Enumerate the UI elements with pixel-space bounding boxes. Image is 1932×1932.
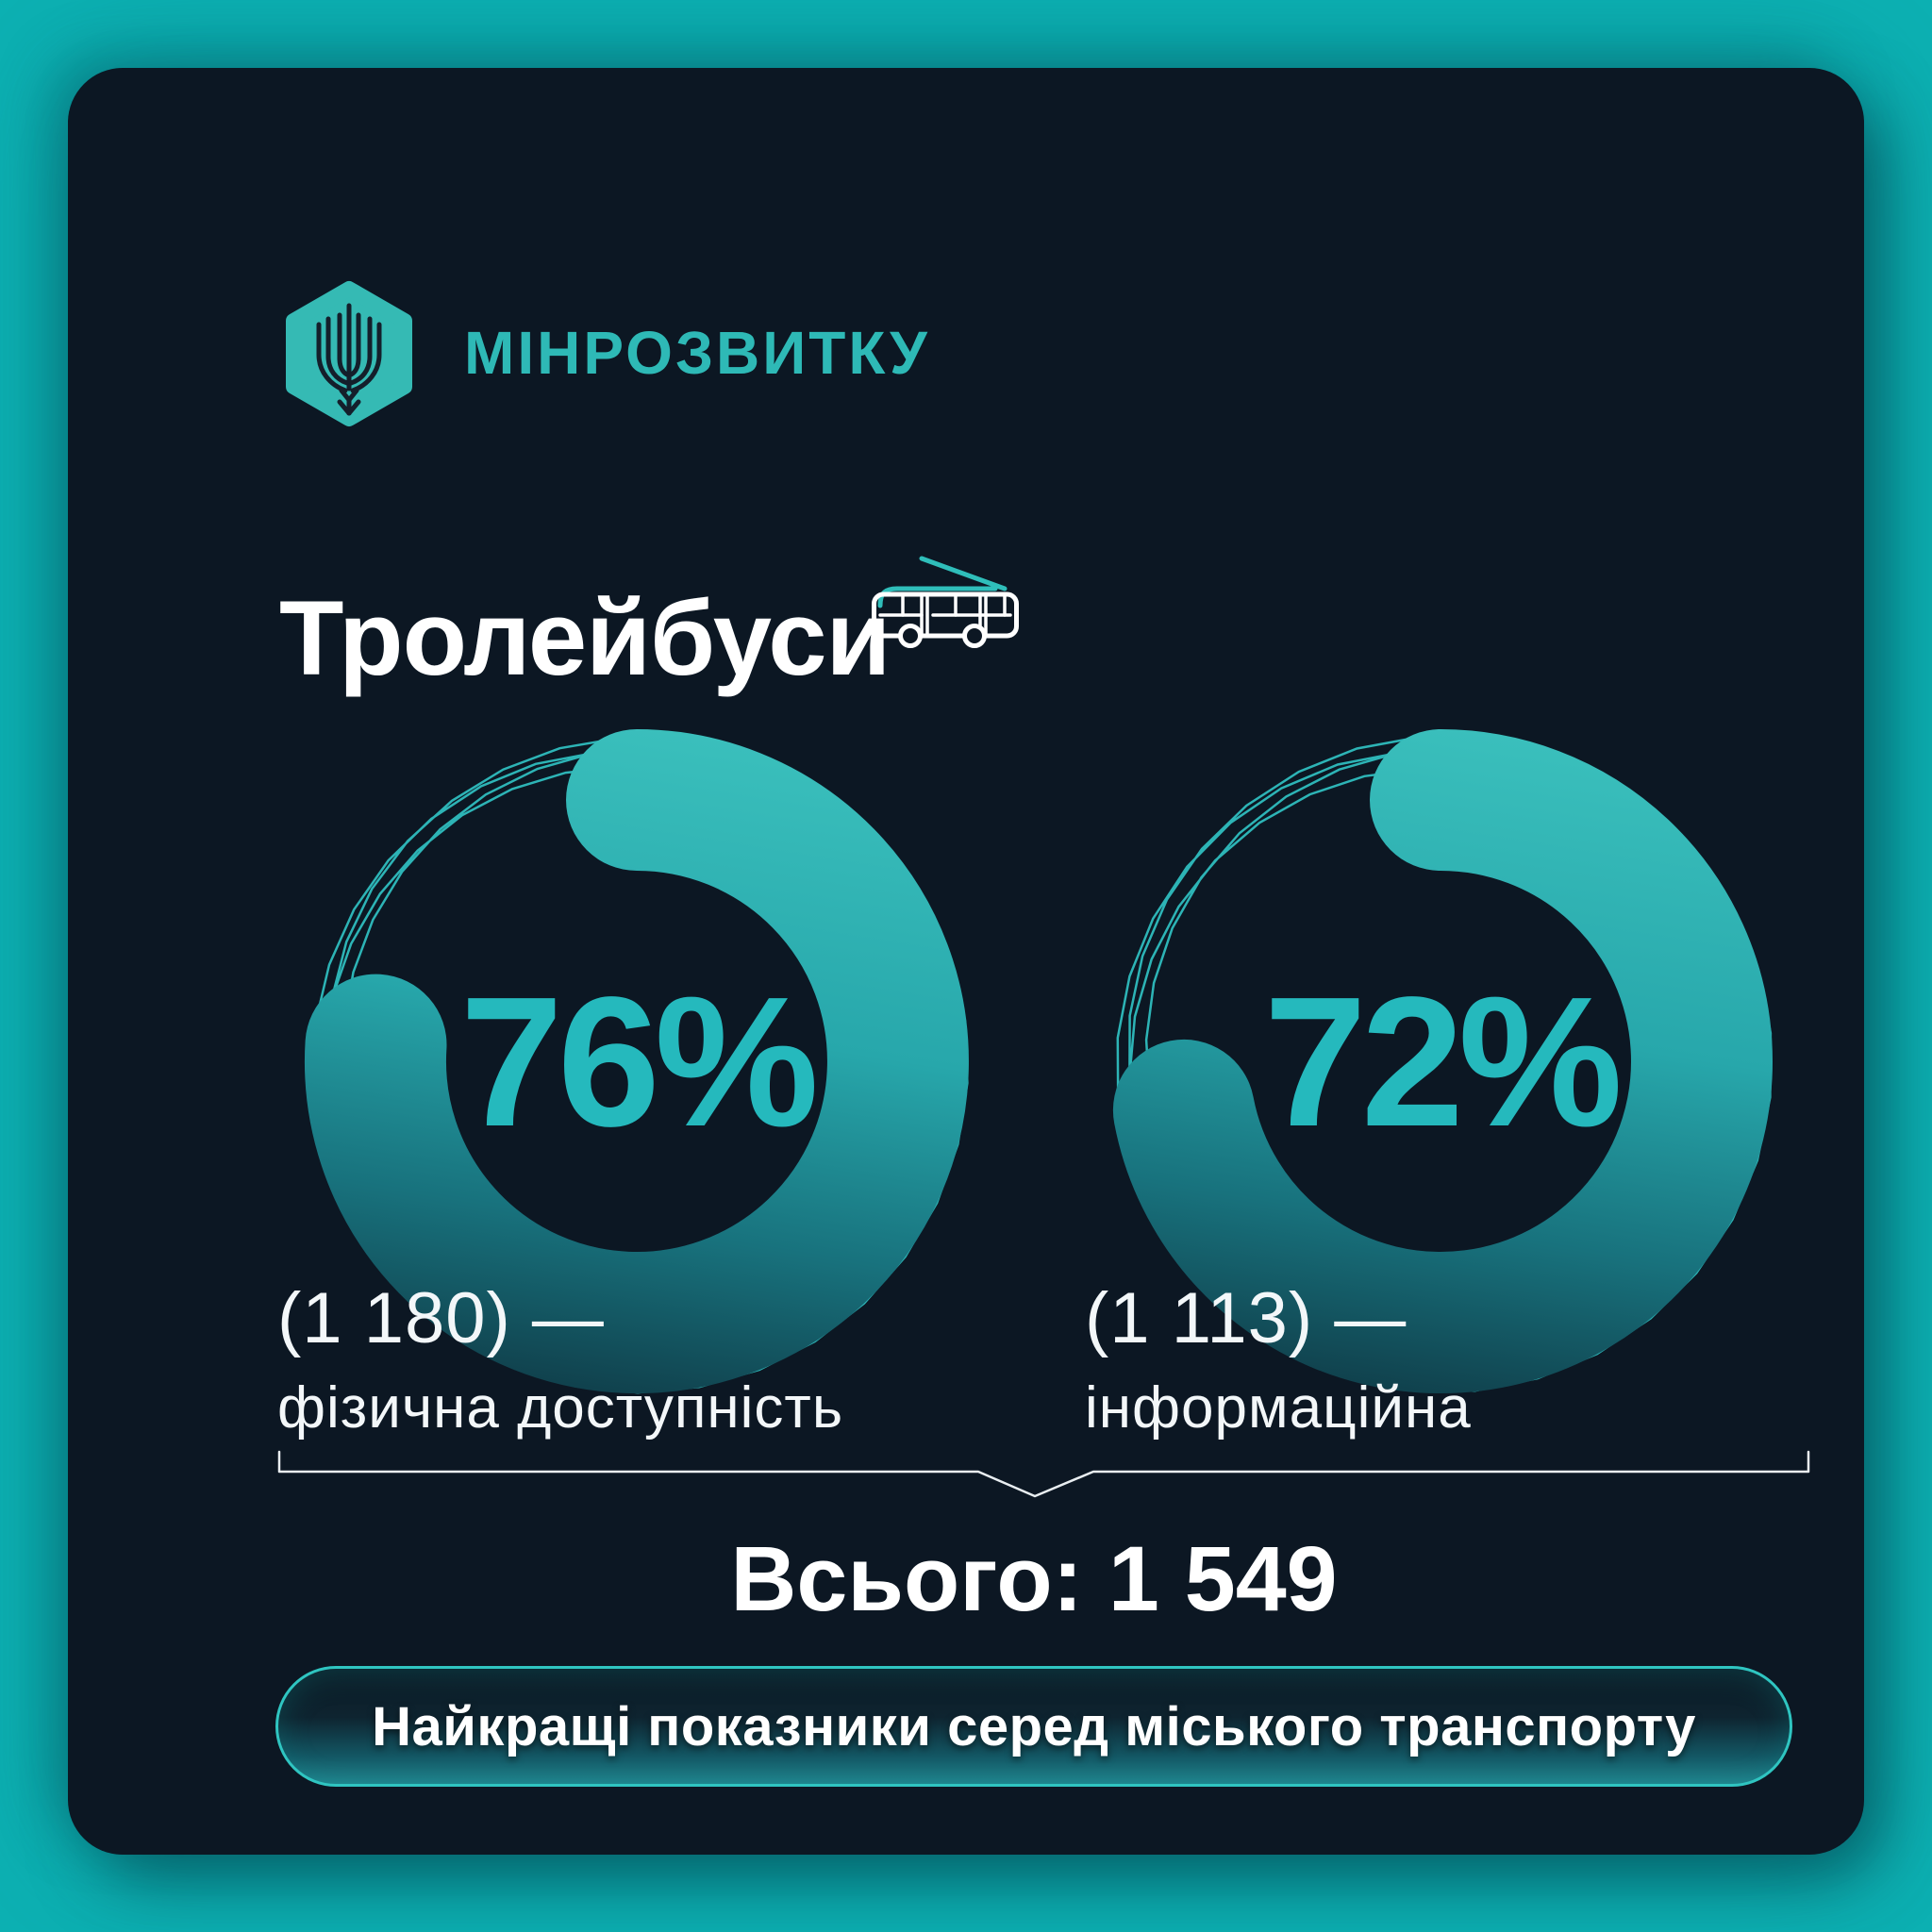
metric-category: інформаційна [1085, 1375, 1472, 1441]
brand-name: МІНРОЗВИТКУ [464, 319, 930, 387]
metric-physical-accessibility: (1 180) — фізична доступність [277, 1277, 843, 1441]
ukraine-trident-hexagon-icon [286, 281, 412, 426]
total-label: Всього: 1 549 [730, 1527, 1338, 1630]
trolleybus-icon [872, 556, 1019, 648]
highlight-badge: Найкращі показники серед міського трансп… [275, 1666, 1792, 1787]
metric-informational-accessibility: (1 113) — інформаційна [1085, 1277, 1472, 1441]
content-card: МІНРОЗВИТКУ Тролейбуси [68, 68, 1864, 1855]
metric-count: (1 113) — [1085, 1278, 1407, 1358]
donut-value-arc [1112, 729, 1773, 1393]
donut-value-arc [304, 729, 969, 1393]
metric-count: (1 180) — [277, 1278, 605, 1358]
metric-category: фізична доступність [277, 1375, 844, 1441]
page-title: Тролейбуси [279, 579, 891, 697]
donut-chart-physical-accessibility [304, 729, 969, 1394]
highlight-badge-text: Найкращі показники серед міського трансп… [372, 1695, 1696, 1757]
donut-chart-informational-accessibility [1112, 729, 1773, 1393]
